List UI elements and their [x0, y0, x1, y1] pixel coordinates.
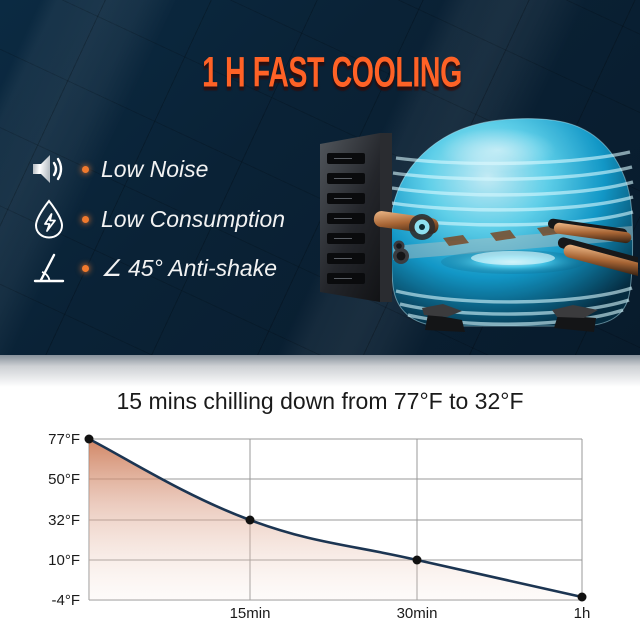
svg-text:32°F: 32°F	[48, 512, 80, 529]
svg-text:15min: 15min	[230, 605, 271, 622]
svg-text:50°F: 50°F	[48, 471, 80, 488]
svg-text:10°F: 10°F	[48, 552, 80, 569]
svg-text:30min: 30min	[397, 605, 438, 622]
svg-text:1h: 1h	[574, 605, 591, 622]
svg-text:-4°F: -4°F	[52, 592, 81, 609]
svg-text:77°F: 77°F	[48, 431, 80, 448]
